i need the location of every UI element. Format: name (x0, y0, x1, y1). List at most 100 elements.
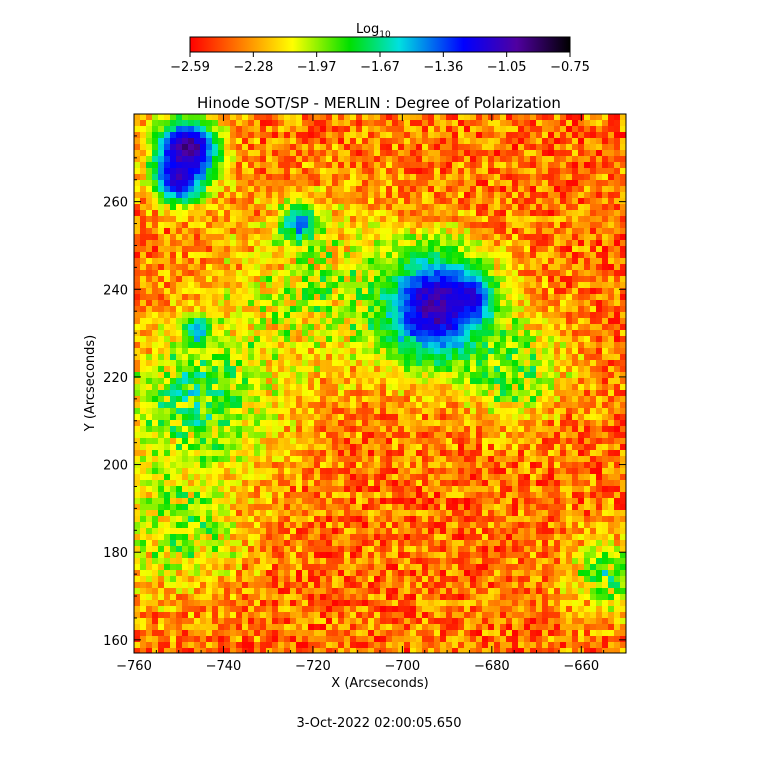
heatmap-cell (392, 366, 398, 372)
heatmap-cell (278, 198, 284, 204)
heatmap-cell (362, 354, 368, 360)
heatmap-cell (230, 204, 236, 210)
heatmap-cell (320, 114, 326, 120)
heatmap-cell (194, 342, 200, 348)
heatmap-cell (434, 438, 440, 444)
heatmap-cell (320, 420, 326, 426)
heatmap-cell (614, 198, 620, 204)
heatmap-cell (542, 414, 548, 420)
heatmap-cell (320, 444, 326, 450)
heatmap-cell (350, 234, 356, 240)
heatmap-cell (548, 438, 554, 444)
heatmap-cell (566, 294, 572, 300)
heatmap-cell (326, 444, 332, 450)
heatmap-cell (494, 162, 500, 168)
heatmap-cell (272, 378, 278, 384)
heatmap-cell (482, 246, 488, 252)
heatmap-cell (530, 432, 536, 438)
heatmap-cell (266, 408, 272, 414)
heatmap-cell (338, 420, 344, 426)
heatmap-cell (146, 330, 152, 336)
heatmap-cell (488, 222, 494, 228)
heatmap-cell (476, 396, 482, 402)
heatmap-cell (506, 366, 512, 372)
heatmap-cell (536, 276, 542, 282)
heatmap-cell (584, 408, 590, 414)
heatmap-cell (362, 324, 368, 330)
heatmap-cell (482, 270, 488, 276)
heatmap-cell (506, 402, 512, 408)
heatmap-cell (620, 402, 626, 408)
heatmap-cell (230, 114, 236, 120)
heatmap-cell (482, 192, 488, 198)
heatmap-cell (164, 300, 170, 306)
heatmap-cell (284, 420, 290, 426)
heatmap-cell (146, 132, 152, 138)
heatmap-cell (182, 198, 188, 204)
heatmap-cell (176, 240, 182, 246)
heatmap-cell (428, 264, 434, 270)
heatmap-cell (260, 462, 266, 468)
heatmap-cell (212, 468, 218, 474)
heatmap-cell (362, 402, 368, 408)
heatmap-cell (488, 276, 494, 282)
heatmap-cell (512, 306, 518, 312)
heatmap-cell (398, 366, 404, 372)
heatmap-cell (230, 126, 236, 132)
heatmap-cell (224, 174, 230, 180)
heatmap-cell (614, 402, 620, 408)
heatmap-cell (182, 222, 188, 228)
heatmap-cell (284, 174, 290, 180)
heatmap-cell (344, 342, 350, 348)
heatmap-cell (344, 240, 350, 246)
heatmap-cell (428, 306, 434, 312)
heatmap-cell (398, 114, 404, 120)
heatmap-cell (500, 420, 506, 426)
heatmap-cell (302, 360, 308, 366)
heatmap-cell (176, 264, 182, 270)
heatmap-cell (524, 306, 530, 312)
heatmap-cell (152, 138, 158, 144)
heatmap-cell (530, 420, 536, 426)
heatmap-cell (416, 390, 422, 396)
heatmap-cell (188, 144, 194, 150)
heatmap-cell (596, 276, 602, 282)
heatmap-cell (344, 384, 350, 390)
heatmap-cell (452, 180, 458, 186)
heatmap-cell (500, 396, 506, 402)
heatmap-cell (164, 150, 170, 156)
heatmap-cell (308, 282, 314, 288)
heatmap-cell (350, 456, 356, 462)
heatmap-cell (374, 228, 380, 234)
heatmap-cell (146, 444, 152, 450)
heatmap-cell (404, 462, 410, 468)
heatmap-cell (134, 378, 140, 384)
heatmap-cell (350, 192, 356, 198)
heatmap-cell (548, 282, 554, 288)
heatmap-cell (518, 324, 524, 330)
heatmap-cell (266, 210, 272, 216)
heatmap-cell (218, 432, 224, 438)
heatmap-cell (428, 390, 434, 396)
heatmap-cell (290, 384, 296, 390)
heatmap-cell (362, 234, 368, 240)
heatmap-cell (362, 270, 368, 276)
heatmap-cell (248, 300, 254, 306)
heatmap-cell (356, 432, 362, 438)
heatmap-cell (254, 390, 260, 396)
heatmap-cell (404, 378, 410, 384)
heatmap-cell (338, 162, 344, 168)
heatmap-cell (596, 120, 602, 126)
heatmap-cell (566, 264, 572, 270)
heatmap-cell (560, 378, 566, 384)
heatmap-cell (302, 186, 308, 192)
heatmap-cell (548, 426, 554, 432)
heatmap-cell (608, 204, 614, 210)
heatmap-cell (272, 408, 278, 414)
heatmap-cell (398, 246, 404, 252)
heatmap-cell (272, 366, 278, 372)
heatmap-cell (458, 240, 464, 246)
heatmap-cell (308, 312, 314, 318)
heatmap-cell (620, 366, 626, 372)
heatmap-cell (164, 348, 170, 354)
